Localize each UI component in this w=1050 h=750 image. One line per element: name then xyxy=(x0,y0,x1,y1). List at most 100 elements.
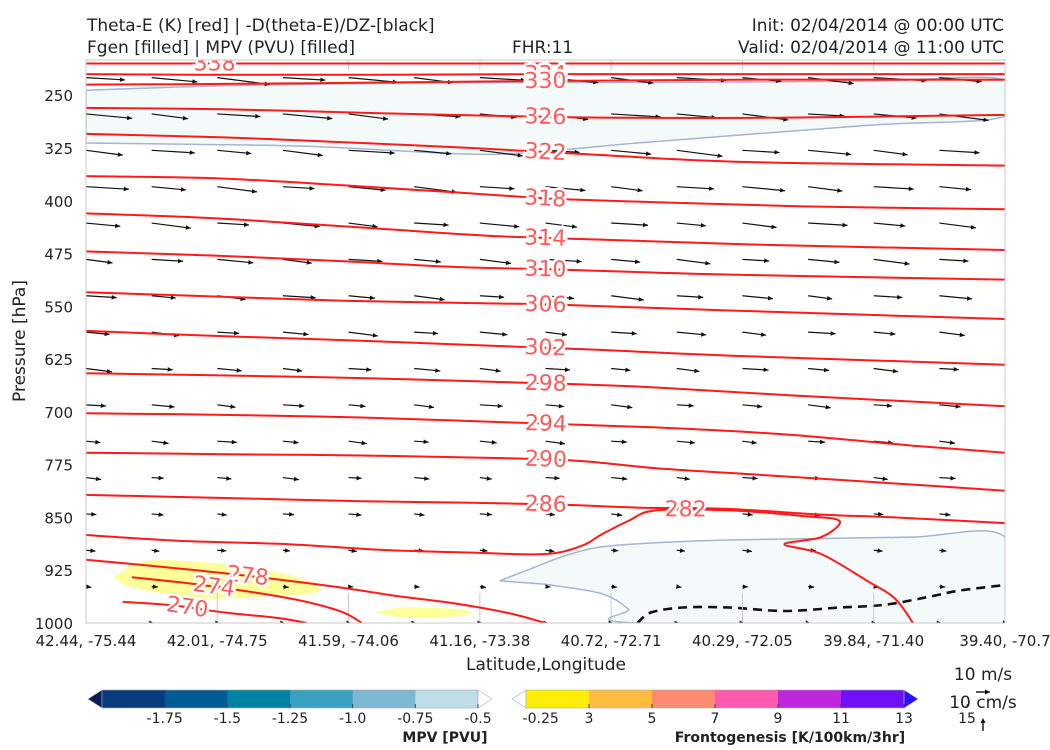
wind-vector-head xyxy=(645,151,652,156)
wind-vector-head xyxy=(631,331,637,336)
wind-vector-head xyxy=(90,548,96,553)
wind-vector-head xyxy=(486,476,492,481)
wind-vector xyxy=(939,331,965,338)
wind-vector xyxy=(545,222,578,229)
x-tick-label: 40.72, -72.71 xyxy=(561,632,662,650)
wind-vector-head xyxy=(411,620,416,623)
wind-vector-head xyxy=(625,367,631,373)
wind-vector-head xyxy=(351,548,357,553)
wind-vector xyxy=(611,584,617,590)
wind-vector xyxy=(742,584,748,589)
wind-vector-shaft xyxy=(545,222,578,228)
wind-vector-shaft xyxy=(1004,477,1005,479)
wind-vector xyxy=(151,258,184,264)
wind-vector xyxy=(545,475,560,481)
theta-e-contour-286 xyxy=(86,493,1005,525)
wind-vector xyxy=(873,511,884,517)
wind-vector-shaft xyxy=(873,222,906,227)
wind-vector xyxy=(1004,223,1005,224)
wind-vector-head xyxy=(284,548,290,553)
wind-vector-head xyxy=(897,294,903,300)
wind-vector xyxy=(1004,477,1005,479)
wind-vector-head xyxy=(608,620,613,623)
wind-vector-head xyxy=(389,150,395,156)
wind-vector-shaft xyxy=(1004,332,1005,333)
wind-vector-head xyxy=(248,260,254,265)
wind-vector-head xyxy=(251,188,258,194)
wind-vector xyxy=(348,440,367,446)
theta-e-contour-290 xyxy=(86,451,1005,492)
wind-vector xyxy=(939,149,980,155)
wind-vector-shaft xyxy=(414,222,449,226)
wind-vector xyxy=(348,331,378,338)
y-axis-tick-labels: 250 325 400 475 550 625 700 775 850 925 1000 xyxy=(35,87,73,633)
wind-vector xyxy=(1004,513,1005,515)
wind-vector xyxy=(611,222,649,228)
wind-vector-head xyxy=(611,584,617,590)
wind-vector xyxy=(676,331,707,337)
x-axis-tick-labels: 42.44, -75.44 42.01, -74.75 41.59, -74.06 4… xyxy=(36,632,1050,650)
wind-vector xyxy=(86,439,101,445)
wind-vector xyxy=(742,258,770,263)
wind-vector-head xyxy=(545,584,551,589)
wind-vector xyxy=(414,404,435,410)
wind-vector-shaft xyxy=(611,149,652,155)
wind-vector-head xyxy=(446,151,452,156)
wind-vector-head xyxy=(805,620,811,623)
wind-vector-head xyxy=(95,476,102,482)
wind-vector-shaft xyxy=(217,222,250,226)
y-tick-label: 550 xyxy=(44,298,73,316)
wind-vector-head xyxy=(243,222,250,227)
wind-vector xyxy=(873,548,883,553)
y-tick-label: 700 xyxy=(44,404,73,422)
wind-vector-shaft xyxy=(151,113,189,120)
colorbar-swatch xyxy=(164,690,228,708)
wind-vector xyxy=(742,222,777,230)
wind-vector xyxy=(151,367,173,372)
wind-vector xyxy=(217,186,258,194)
wind-vector-head xyxy=(701,332,707,337)
colorbar-tick-label: -0.5 xyxy=(464,711,491,727)
wind-vector xyxy=(1004,295,1005,297)
wind-vector-head xyxy=(111,295,117,300)
wind-vector xyxy=(414,222,449,228)
title-line-1: Theta-E (K) [red] | -D(theta-E)/DZ-[blac… xyxy=(87,16,435,36)
wind-vector xyxy=(939,475,956,481)
theta-e-label-334: 334 xyxy=(524,62,566,87)
wind-vector xyxy=(742,512,753,517)
wind-vector xyxy=(151,222,191,230)
wind-vector-head xyxy=(1002,620,1005,623)
wind-vector-shaft xyxy=(742,222,777,229)
wind-vector-head xyxy=(296,368,303,373)
wind-vector-head xyxy=(688,403,694,408)
wind-vector xyxy=(414,584,420,589)
theta-e-label-322: 322 xyxy=(524,139,567,166)
wind-vector-head xyxy=(170,295,176,300)
wind-vector-head xyxy=(871,620,877,623)
wind-vector-head xyxy=(309,185,315,191)
wind-vectors xyxy=(86,76,1005,623)
wind-vector-head xyxy=(616,512,623,518)
wind-vector-head xyxy=(890,331,896,337)
wind-vector xyxy=(545,440,565,446)
wind-vector-head xyxy=(231,439,237,445)
wind-vector xyxy=(479,294,505,300)
wind-vector xyxy=(282,548,291,553)
wind-vector-shaft xyxy=(151,222,191,229)
wind-vector-head xyxy=(221,548,227,553)
wind-vector-shaft xyxy=(808,258,840,263)
wind-vector-shaft xyxy=(676,258,711,265)
wind-vector xyxy=(873,476,888,482)
wind-vector xyxy=(611,439,627,445)
wind-vector xyxy=(217,367,242,373)
wind-vector xyxy=(939,440,956,445)
wind-vector xyxy=(217,113,261,119)
wind-vector-shaft xyxy=(873,149,908,156)
wind-vector xyxy=(217,548,227,553)
wind-vector-shaft xyxy=(1004,404,1005,406)
wind-vector-head xyxy=(167,367,173,372)
wind-vector xyxy=(151,76,198,84)
theta-e-contour-294 xyxy=(86,412,1005,454)
wind-vector xyxy=(676,258,711,266)
